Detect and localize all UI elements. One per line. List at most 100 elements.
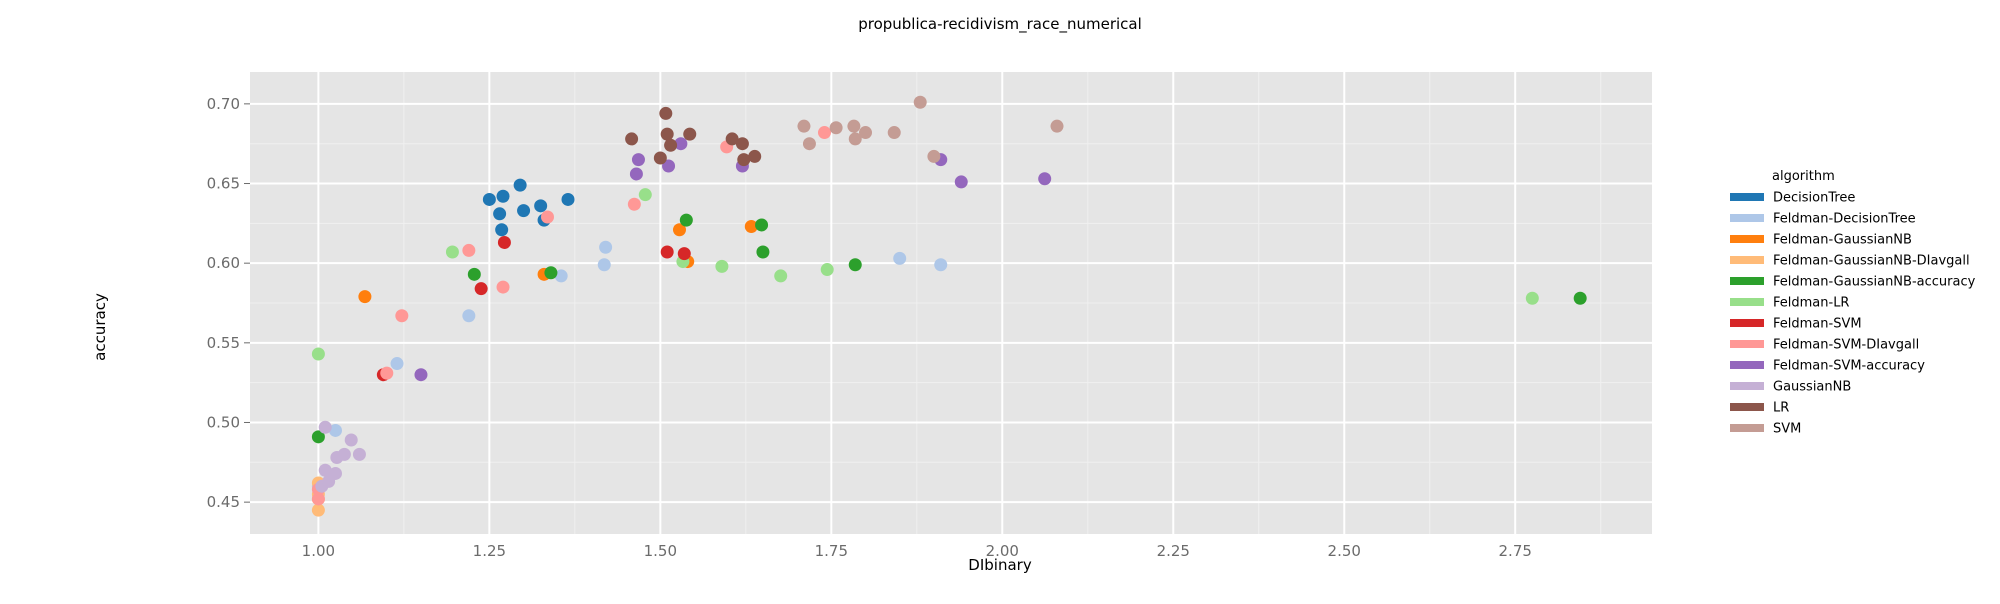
- point-feldman-decisiontree: [893, 251, 907, 265]
- point-feldman-gaussiannb-accuracy: [755, 218, 769, 232]
- point-feldman-lr: [715, 259, 729, 273]
- x-tick-label: 2.50: [1328, 542, 1361, 560]
- legend-swatch: [1730, 340, 1764, 348]
- point-decisiontree: [534, 199, 548, 213]
- point-feldman-gaussiannb-accuracy: [1573, 291, 1587, 305]
- point-feldman-gaussiannb: [358, 290, 372, 304]
- legend-label: Feldman-GaussianNB: [1773, 233, 1912, 248]
- point-feldman-decisiontree: [554, 269, 568, 283]
- point-decisiontree: [493, 207, 507, 221]
- data-points: [311, 95, 1587, 517]
- point-feldman-decisiontree: [934, 258, 948, 272]
- point-feldman-gaussiannb-accuracy: [467, 267, 481, 281]
- point-feldman-svm-diavgall: [627, 197, 641, 211]
- point-feldman-lr: [820, 263, 834, 277]
- x-axis-ticks: 1.00 1.25 1.50 1.75 2.00 2.25 2.50 2.75: [302, 542, 1532, 560]
- point-feldman-svm: [677, 247, 691, 261]
- point-feldman-svm: [660, 245, 674, 259]
- point-lr: [625, 132, 639, 146]
- point-feldman-svm-diavgall: [311, 492, 325, 506]
- y-tick-label: 0.60: [207, 254, 240, 272]
- legend-swatch: [1730, 319, 1764, 327]
- legend-swatch: [1730, 382, 1764, 390]
- point-decisiontree: [517, 204, 531, 218]
- legend: algorithm DecisionTree Feldman-DecisionTr…: [1730, 169, 1976, 437]
- point-feldman-gaussiannb-accuracy: [311, 430, 325, 444]
- legend-swatch: [1730, 277, 1764, 285]
- point-feldman-svm-diavgall: [395, 309, 409, 323]
- point-decisiontree: [496, 189, 510, 203]
- legend-swatch: [1730, 193, 1764, 201]
- legend-swatch: [1730, 235, 1764, 243]
- legend-swatch: [1730, 403, 1764, 411]
- point-feldman-decisiontree: [328, 423, 342, 437]
- legend-label: Feldman-SVM: [1773, 317, 1862, 332]
- legend-swatch: [1730, 214, 1764, 222]
- point-feldman-gaussiannb-accuracy: [679, 213, 693, 227]
- point-decisiontree: [513, 178, 527, 192]
- point-svm: [848, 132, 862, 146]
- point-feldman-svm-diavgall: [496, 280, 510, 294]
- point-feldman-svm-diavgall: [540, 210, 554, 224]
- y-tick-label: 0.70: [207, 95, 240, 113]
- point-svm: [859, 126, 873, 140]
- legend-label: Feldman-SVM-accuracy: [1773, 359, 1925, 374]
- point-feldman-gaussiannb: [744, 220, 758, 234]
- x-tick-label: 1.00: [302, 542, 335, 560]
- point-gaussiannb: [337, 447, 351, 461]
- legend-swatch: [1730, 361, 1764, 369]
- x-tick-label: 1.50: [644, 542, 677, 560]
- point-feldman-svm-accuracy: [631, 153, 645, 167]
- point-gaussiannb: [318, 463, 332, 477]
- point-feldman-gaussiannb-accuracy: [756, 245, 770, 259]
- y-tick-label: 0.65: [207, 175, 240, 193]
- point-lr: [735, 137, 749, 151]
- point-feldman-lr: [311, 347, 325, 361]
- point-feldman-svm: [474, 282, 488, 296]
- y-axis-ticks: 0.45 0.50 0.55 0.60 0.65 0.70: [207, 95, 250, 511]
- major-gridlines: [250, 72, 1652, 534]
- point-svm: [847, 119, 861, 133]
- legend-label: GaussianNB: [1773, 380, 1851, 395]
- legend-swatch: [1730, 256, 1764, 264]
- point-feldman-lr: [1525, 291, 1539, 305]
- point-svm: [797, 119, 811, 133]
- x-tick-label: 2.75: [1499, 542, 1532, 560]
- y-tick-label: 0.50: [207, 413, 240, 431]
- legend-title: algorithm: [1772, 169, 1835, 184]
- legend-label: Feldman-SVM-DIavgall: [1773, 338, 1919, 353]
- point-feldman-gaussiannb-accuracy: [544, 266, 558, 280]
- point-feldman-svm-accuracy: [414, 368, 428, 382]
- point-svm: [927, 149, 941, 163]
- point-lr: [725, 132, 739, 146]
- point-lr: [660, 127, 674, 141]
- y-tick-label: 0.55: [207, 334, 240, 352]
- point-decisiontree: [495, 223, 509, 237]
- point-feldman-svm-accuracy: [954, 175, 968, 189]
- legend-items: DecisionTree Feldman-DecisionTree Feldman-…: [1730, 191, 1976, 437]
- point-lr: [664, 138, 678, 152]
- chart-title: propublica-recidivism_race_numerical: [858, 15, 1142, 34]
- point-feldman-decisiontree: [390, 357, 404, 371]
- point-feldman-svm-accuracy: [662, 159, 676, 173]
- point-gaussiannb: [352, 447, 366, 461]
- point-lr: [737, 153, 751, 167]
- point-feldman-lr: [638, 188, 652, 202]
- point-lr: [659, 106, 673, 120]
- x-tick-label: 2.00: [986, 542, 1019, 560]
- point-lr: [748, 149, 762, 163]
- legend-swatch: [1730, 298, 1764, 306]
- x-tick-label: 2.25: [1157, 542, 1190, 560]
- y-tick-label: 0.45: [207, 493, 240, 511]
- point-feldman-decisiontree: [599, 240, 613, 254]
- point-feldman-lr: [445, 245, 459, 259]
- legend-label: Feldman-DecisionTree: [1773, 212, 1916, 227]
- point-lr: [653, 151, 667, 165]
- legend-label: LR: [1773, 401, 1789, 416]
- point-feldman-decisiontree: [462, 309, 476, 323]
- point-gaussiannb: [344, 433, 358, 447]
- point-feldman-gaussiannb-diavgall: [311, 503, 325, 517]
- point-svm: [802, 137, 816, 151]
